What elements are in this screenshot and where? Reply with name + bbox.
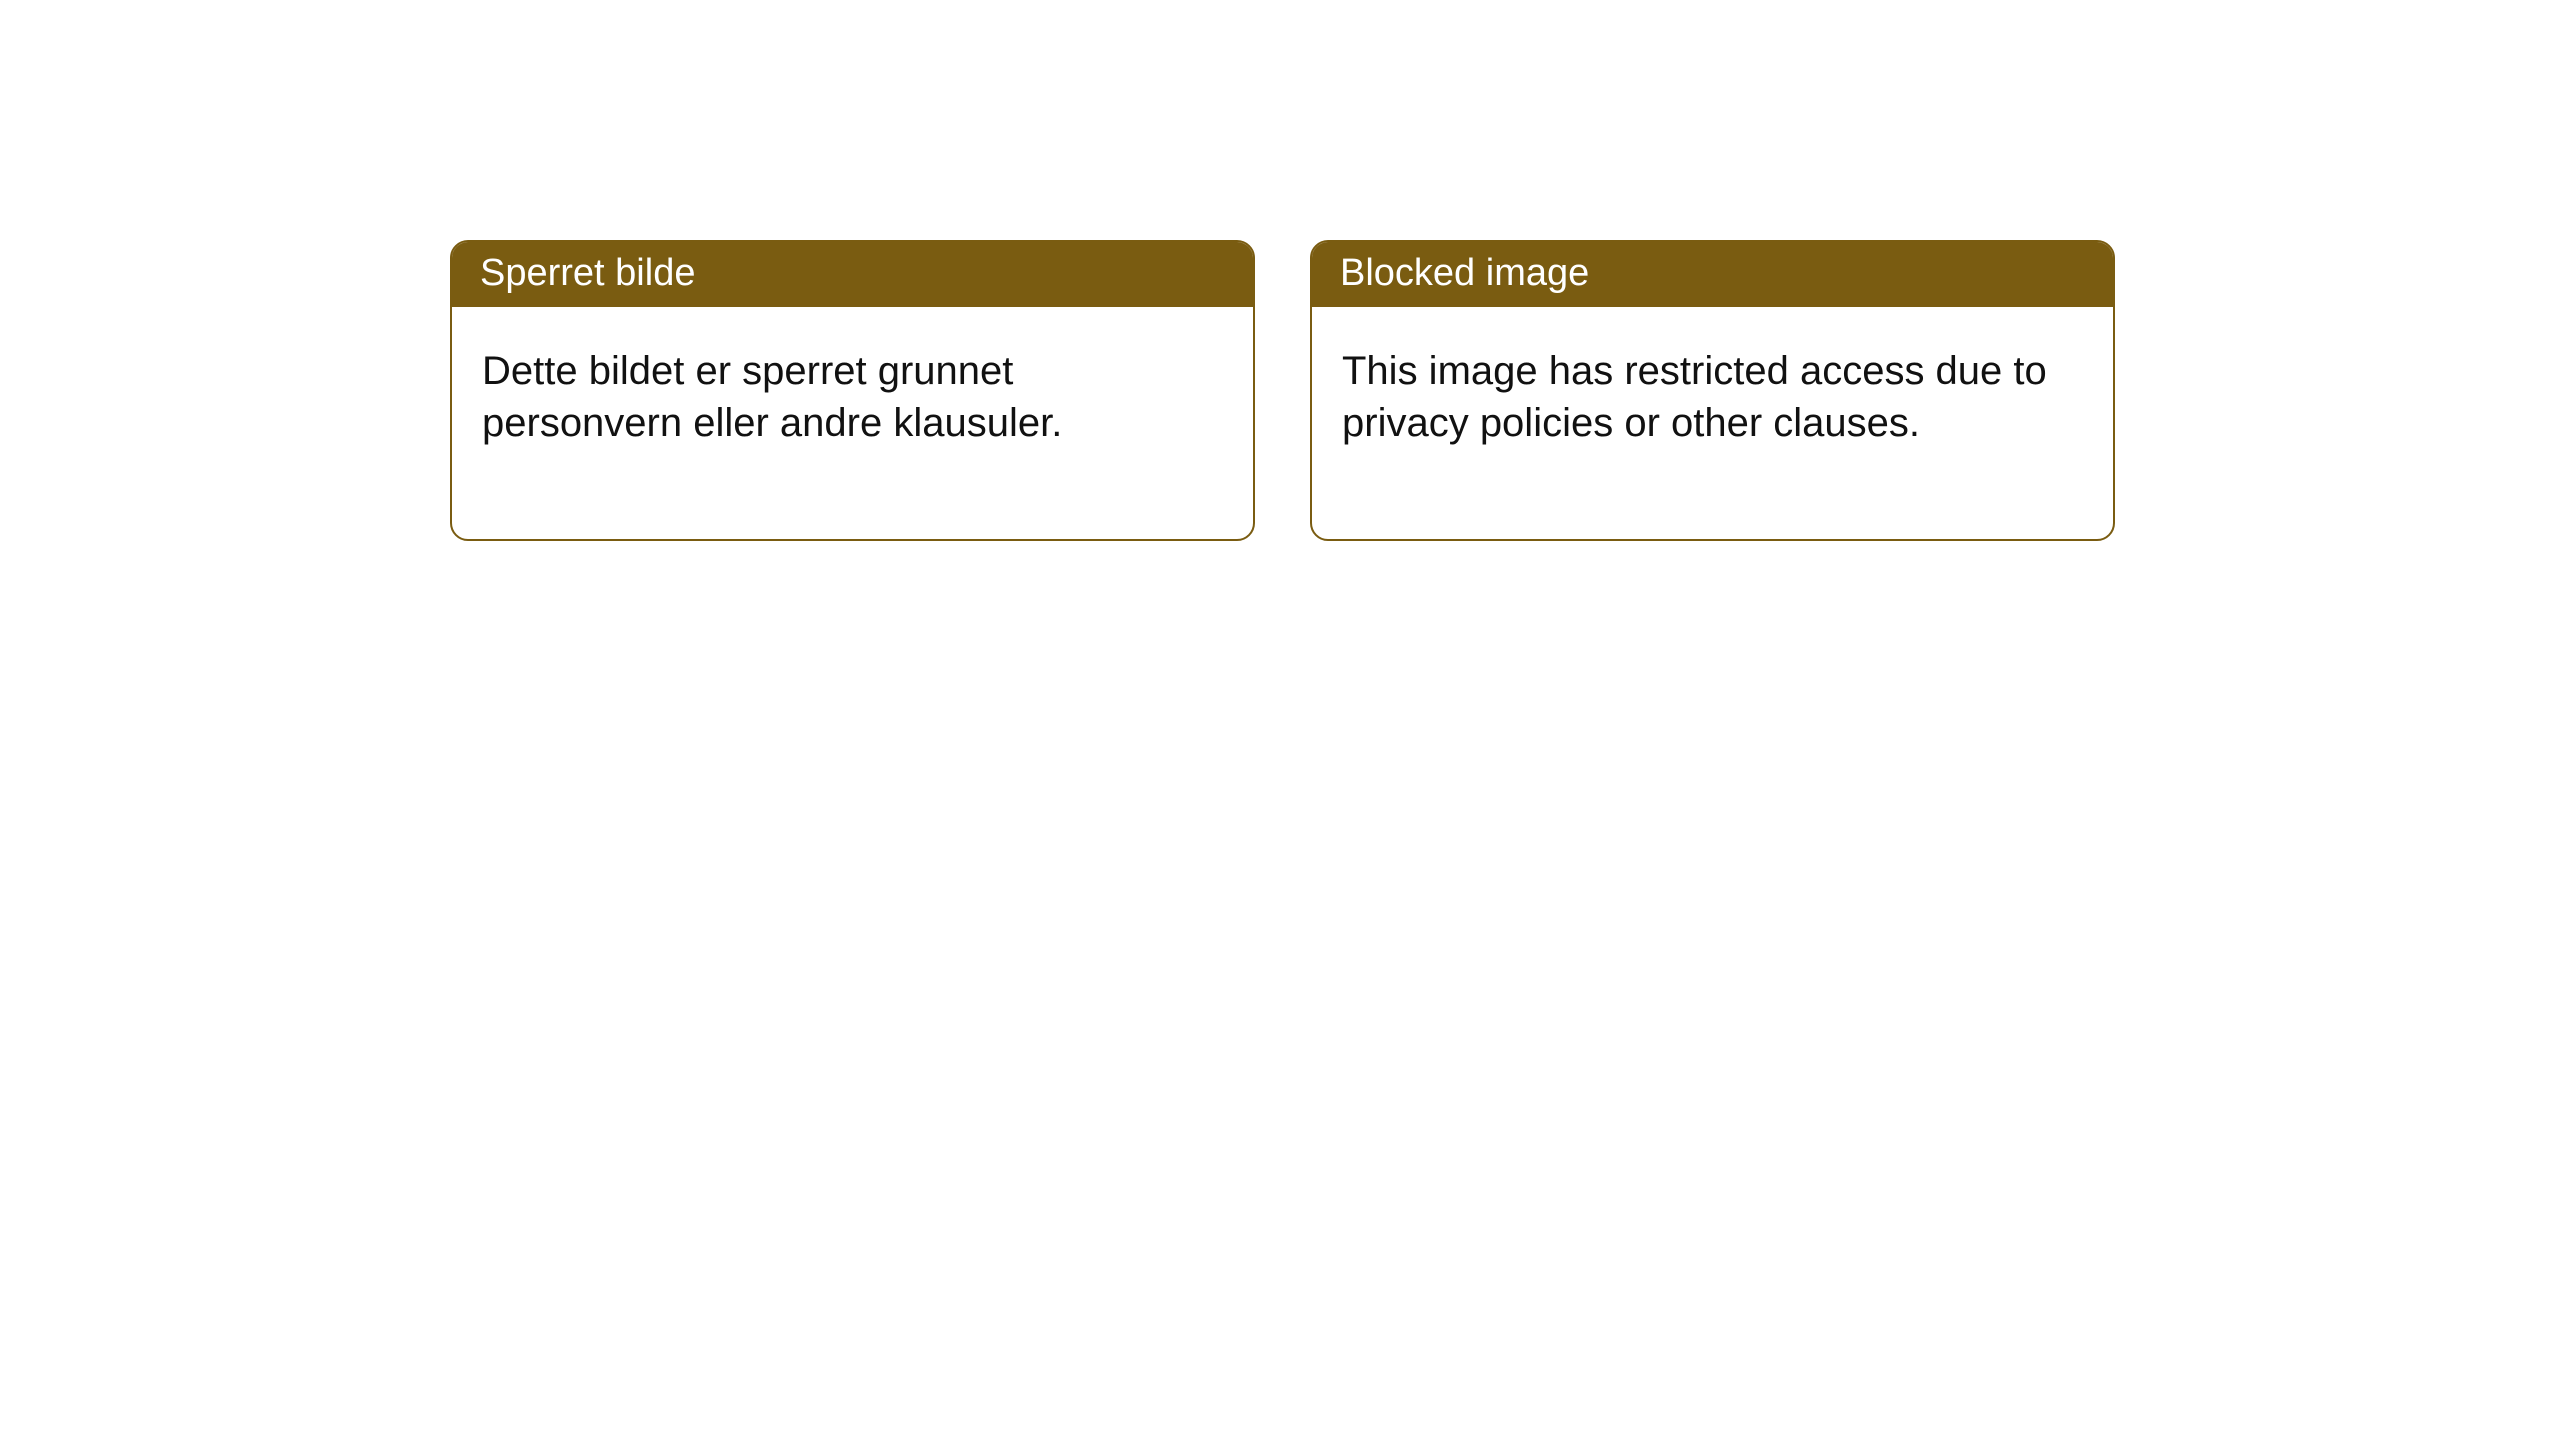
card-body-en: This image has restricted access due to … — [1312, 307, 2113, 539]
card-header-no: Sperret bilde — [452, 242, 1253, 307]
card-header-en: Blocked image — [1312, 242, 2113, 307]
blocked-image-card-no: Sperret bilde Dette bildet er sperret gr… — [450, 240, 1255, 541]
notice-container: Sperret bilde Dette bildet er sperret gr… — [0, 0, 2560, 541]
card-body-no: Dette bildet er sperret grunnet personve… — [452, 307, 1253, 539]
blocked-image-card-en: Blocked image This image has restricted … — [1310, 240, 2115, 541]
